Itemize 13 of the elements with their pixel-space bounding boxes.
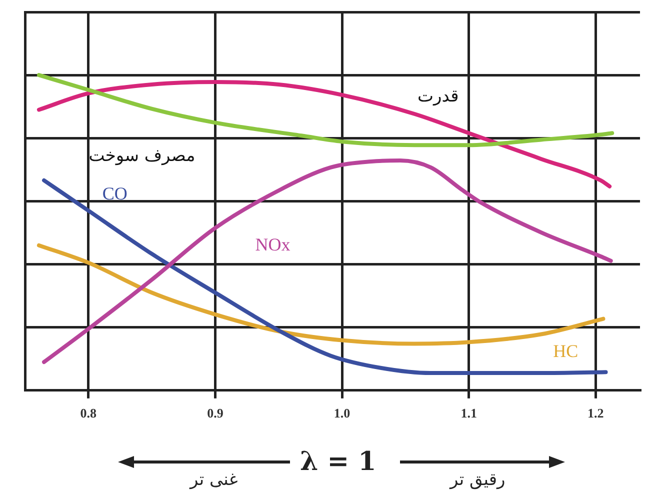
series-label: CO <box>102 183 128 204</box>
x-tick-label: 1.2 <box>587 406 604 421</box>
text: رقیق تر <box>450 470 506 490</box>
x-tick-label: 1.1 <box>460 406 477 421</box>
x-tick-label: 0.9 <box>207 406 224 421</box>
text: غنی تر <box>190 470 238 490</box>
series-label: HC <box>553 341 578 362</box>
series-label: مصرف سوخت <box>88 146 196 166</box>
x-tick-label: 0.8 <box>80 406 98 421</box>
x-axis-title: λ = 1 <box>300 447 376 477</box>
x-tick-label: 1.0 <box>334 406 350 421</box>
series-label: قدرت <box>418 86 459 107</box>
series-label: NOx <box>255 234 290 255</box>
